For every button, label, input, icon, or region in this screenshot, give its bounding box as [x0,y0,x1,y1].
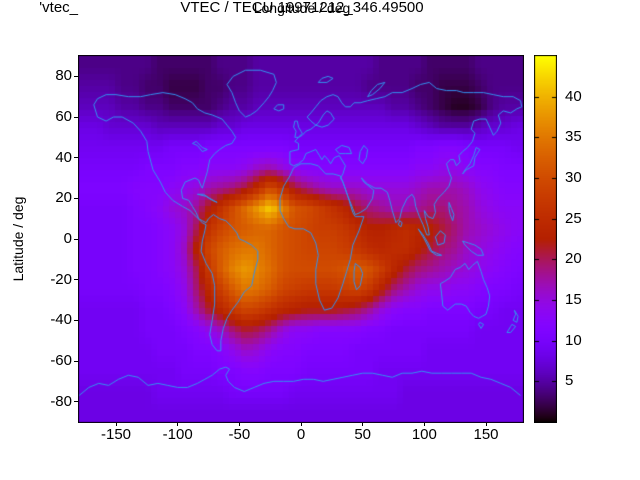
y-tick-mark [74,157,78,159]
x-tick-mark [115,423,117,426]
colorbar-tick-label: 40 [565,87,582,105]
key-label: 'vtec_ [39,0,78,16]
y-tick-mark [74,401,78,403]
colorbar-tick-label: 10 [565,331,582,349]
x-tick-label: 50 [354,426,371,443]
y-tick-label: 60 [55,108,72,125]
x-tick-mark [485,423,487,426]
y-tick-mark [74,360,78,362]
x-axis-label: Longitude / deg [253,0,351,16]
x-tick-mark [300,423,302,426]
y-tick-label: -20 [50,270,72,288]
y-tick-label: -40 [50,311,72,329]
y-tick-mark [74,319,78,321]
x-tick-label: -150 [100,426,132,443]
y-tick-mark [74,75,78,77]
colorbar-tick-label: 15 [565,291,582,308]
y-tick-label: 20 [55,189,72,207]
x-tick-label: 0 [296,426,306,443]
y-tick-label: 80 [55,67,72,85]
x-tick-mark [362,423,364,426]
x-tick-mark [238,423,240,426]
x-tick-mark [177,423,179,426]
colorbar-tick-label: 5 [565,372,574,390]
y-tick-mark [74,238,78,240]
colorbar-tick-label: 30 [565,169,582,186]
x-tick-label: 150 [473,426,499,443]
y-tick-mark [74,197,78,199]
colorbar-tick-label: 20 [565,250,582,268]
y-tick-mark [74,279,78,281]
x-tick-label: -50 [228,426,251,443]
y-tick-label: 0 [63,230,72,247]
y-tick-label: 40 [55,148,72,166]
y-tick-label: -80 [50,392,72,410]
y-tick-mark [74,116,78,118]
x-tick-mark [423,423,425,426]
x-tick-label: -100 [162,426,193,443]
colorbar-tick-label: 35 [565,128,582,146]
chart-title: VTEC / TECU 19971212_346.49500 [180,0,424,16]
heatmap-canvas [78,55,524,423]
colorbar-tick-label: 25 [565,209,582,227]
colorbar [534,55,557,423]
y-tick-label: -60 [50,352,72,369]
x-tick-label: 100 [411,426,437,443]
